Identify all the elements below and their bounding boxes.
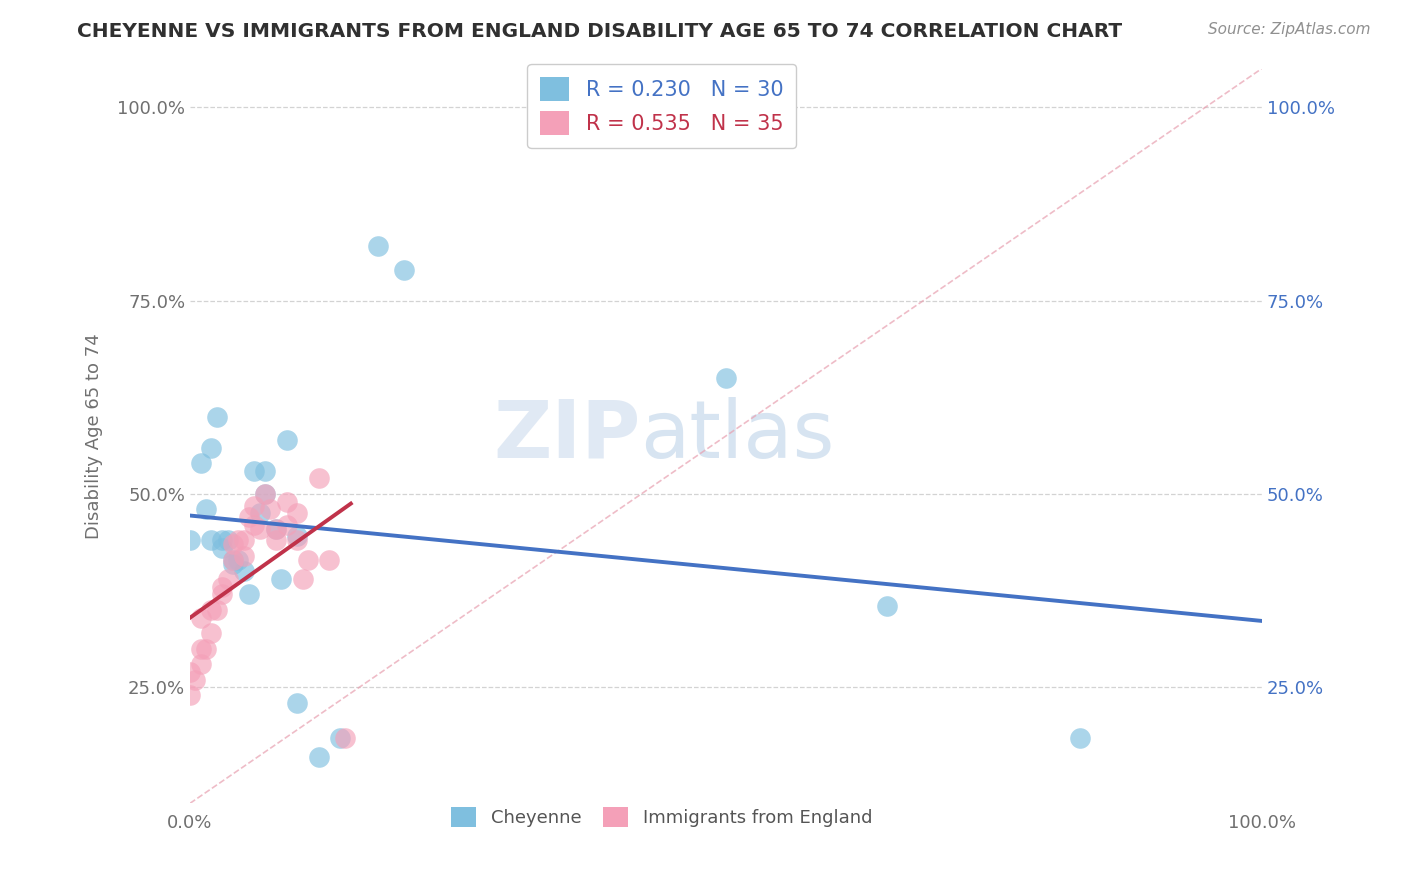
Point <box>264 522 287 536</box>
Point <box>276 494 298 508</box>
Point <box>249 522 271 536</box>
Point <box>254 464 277 478</box>
Point <box>285 696 308 710</box>
Point <box>222 557 245 571</box>
Point <box>179 688 201 702</box>
Text: CHEYENNE VS IMMIGRANTS FROM ENGLAND DISABILITY AGE 65 TO 74 CORRELATION CHART: CHEYENNE VS IMMIGRANTS FROM ENGLAND DISA… <box>77 22 1122 41</box>
Point <box>308 471 330 485</box>
Point <box>308 750 330 764</box>
Point <box>276 517 298 532</box>
Point <box>254 487 277 501</box>
Point <box>232 533 254 548</box>
Point <box>190 610 212 624</box>
Point <box>329 731 352 745</box>
Point <box>200 441 222 455</box>
Point <box>226 533 249 548</box>
Point <box>211 541 233 555</box>
Point <box>211 580 233 594</box>
Point <box>195 641 218 656</box>
Point <box>232 549 254 563</box>
Point <box>243 517 266 532</box>
Point <box>285 529 308 543</box>
Point <box>297 552 319 566</box>
Point <box>205 409 228 424</box>
Text: ZIP: ZIP <box>494 397 640 475</box>
Point <box>276 433 298 447</box>
Point <box>335 731 357 745</box>
Point <box>714 371 737 385</box>
Point <box>195 502 218 516</box>
Point <box>394 262 416 277</box>
Point <box>318 552 340 566</box>
Point <box>254 487 277 501</box>
Point <box>285 506 308 520</box>
Point <box>238 510 260 524</box>
Point <box>259 502 281 516</box>
Point <box>285 533 308 548</box>
Point <box>367 239 389 253</box>
Point <box>264 522 287 536</box>
Y-axis label: Disability Age 65 to 74: Disability Age 65 to 74 <box>86 333 103 539</box>
Point <box>249 506 271 520</box>
Point <box>876 599 898 613</box>
Point <box>232 564 254 578</box>
Point <box>190 456 212 470</box>
Point <box>179 665 201 679</box>
Point <box>217 572 239 586</box>
Point <box>226 552 249 566</box>
Point <box>184 673 207 687</box>
Point <box>291 572 314 586</box>
Point <box>222 537 245 551</box>
Text: Source: ZipAtlas.com: Source: ZipAtlas.com <box>1208 22 1371 37</box>
Point <box>211 587 233 601</box>
Point <box>264 533 287 548</box>
Point <box>179 533 201 548</box>
Point <box>222 552 245 566</box>
Text: atlas: atlas <box>640 397 835 475</box>
Point <box>238 587 260 601</box>
Point <box>200 533 222 548</box>
Point <box>200 626 222 640</box>
Point <box>190 641 212 656</box>
Legend: Cheyenne, Immigrants from England: Cheyenne, Immigrants from England <box>444 799 880 835</box>
Point <box>243 464 266 478</box>
Point <box>270 572 292 586</box>
Point <box>200 603 222 617</box>
Point <box>243 499 266 513</box>
Point <box>217 533 239 548</box>
Point <box>222 552 245 566</box>
Point <box>190 657 212 671</box>
Point <box>205 603 228 617</box>
Point <box>1069 731 1091 745</box>
Point <box>211 533 233 548</box>
